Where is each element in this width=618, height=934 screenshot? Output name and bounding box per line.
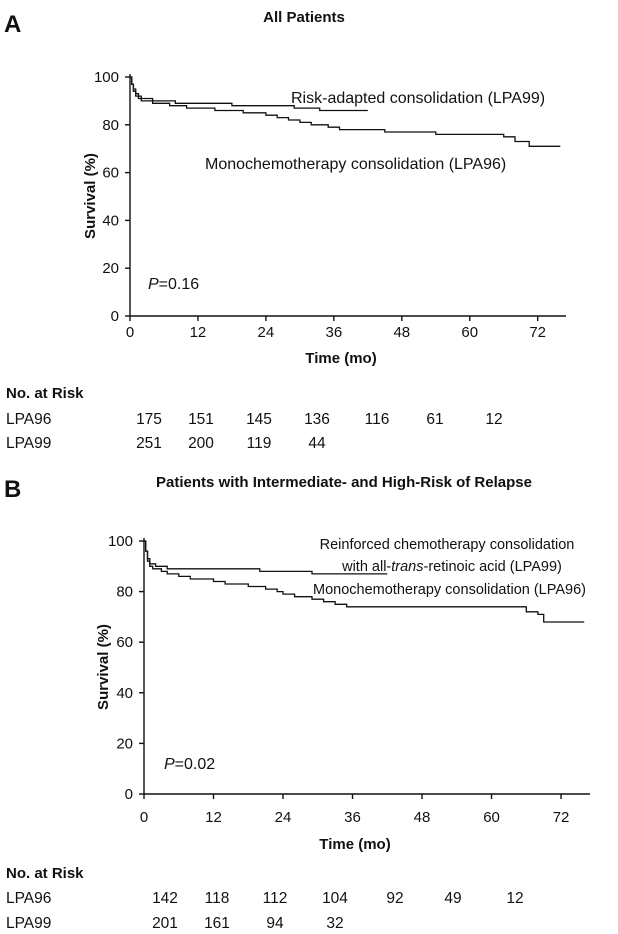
x-tick-label: 36 [344,809,361,826]
x-tick-label: 60 [483,809,500,826]
risk-value: 12 [485,411,502,428]
panel-b-risk-table: LPA96 142 118 112 104 92 49 12 LPA99 201 161 94 32 [6,890,524,932]
x-tick-label: 12 [205,809,222,826]
risk-row-label: LPA99 [6,435,51,452]
panel-b-risk-title: No. at Risk [6,865,84,882]
panel-b-letter: B [4,476,21,503]
risk-value: 94 [266,915,284,932]
y-tick-label: 20 [116,735,133,752]
panel-a-curve-lpa96 [130,76,561,147]
y-tick-label: 40 [116,685,133,702]
panel-a-tick-marks [125,76,539,321]
x-tick-label: 24 [275,809,292,826]
panel-b-label-lpa96: Monochemotherapy consolidation (LPA96) [313,582,586,598]
panel-b: B Patients with Intermediate- and High-R… [4,474,590,932]
risk-value: 201 [152,915,178,932]
panel-b-p-value: P=0.02 [164,756,215,773]
panel-a-y-axis-title: Survival (%) [82,153,99,239]
y-tick-label: 40 [102,212,119,229]
panel-b-title: Patients with Intermediate- and High-Ris… [156,474,532,491]
panel-a-risk-title: No. at Risk [6,385,84,402]
panel-a-label-lpa96: Monochemotherapy consolidation (LPA96) [205,156,506,173]
risk-value: 145 [246,411,272,428]
panel-b-x-tick-labels: 0 12 24 36 48 60 72 [140,809,570,826]
panel-a-label-lpa99: Risk-adapted consolidation (LPA99) [291,90,545,107]
y-tick-label: 20 [102,260,119,277]
panel-a-x-tick-labels: 0 12 24 36 48 60 72 [126,324,546,341]
x-tick-label: 72 [553,809,570,826]
y-tick-label: 0 [111,308,119,325]
panel-a-risk-table: LPA96 175 151 145 136 116 61 12 LPA99 251 200 119 44 [6,411,503,452]
panel-a-title: All Patients [263,9,345,26]
x-tick-label: 0 [126,324,134,341]
risk-value: 44 [308,435,326,452]
x-tick-label: 0 [140,809,148,826]
panel-b-p-number: =0.02 [175,756,216,773]
x-tick-label: 48 [414,809,431,826]
panel-b-curve-lpa96 [144,540,585,623]
risk-value: 119 [247,435,272,452]
panel-a-p-symbol: P [148,276,159,293]
y-tick-label: 60 [102,165,119,182]
risk-value: 32 [326,915,343,932]
y-tick-label: 0 [125,786,133,803]
panel-b-label-lpa99-line2: with all-trans-retinoic acid (LPA99) [341,559,562,575]
panel-b-label-lpa99-line1: Reinforced chemotherapy consolidation [320,537,575,553]
panel-a-letter: A [4,11,21,38]
panel-b-label-lpa99-post: -retinoic acid (LPA99) [424,559,562,575]
risk-row-label: LPA99 [6,915,51,932]
panel-b-label-lpa99-trans: trans [391,559,423,575]
y-tick-label: 80 [116,584,133,601]
risk-value: 61 [426,411,443,428]
panel-b-label-lpa99-pre: with all- [341,559,391,575]
panel-a-p-value: P=0.16 [148,276,199,293]
x-tick-label: 12 [190,324,207,341]
x-tick-label: 24 [258,324,275,341]
risk-value: 92 [386,890,403,907]
risk-value: 12 [506,890,523,907]
panel-b-p-symbol: P [164,756,175,773]
risk-value: 118 [205,890,230,907]
panel-b-y-tick-labels: 0 20 40 60 80 100 [108,533,133,803]
panel-a: A All Patients 0 20 40 60 80 100 0 12 24 36 48 60 7… [4,9,566,452]
panel-b-y-axis-title: Survival (%) [95,624,112,710]
panel-b-tick-marks [139,540,562,799]
panel-a-x-axis-title: Time (mo) [305,350,376,367]
x-tick-label: 48 [393,324,410,341]
risk-value: 161 [204,915,230,932]
panel-a-p-number: =0.16 [159,276,200,293]
risk-value: 49 [444,890,461,907]
x-tick-label: 36 [326,324,343,341]
risk-value: 104 [322,890,348,907]
risk-value: 175 [136,411,162,428]
risk-value: 251 [136,435,162,452]
risk-row-label: LPA96 [6,411,51,428]
risk-value: 151 [188,411,214,428]
y-tick-label: 100 [94,69,119,86]
x-tick-label: 72 [529,324,546,341]
risk-value: 136 [304,411,330,428]
risk-value: 116 [365,411,390,428]
risk-value: 112 [263,890,288,907]
panel-a-y-tick-labels: 0 20 40 60 80 100 [94,69,119,325]
panel-b-x-axis-title: Time (mo) [319,836,390,853]
x-tick-label: 60 [461,324,478,341]
y-tick-label: 80 [102,117,119,134]
y-tick-label: 100 [108,533,133,550]
risk-value: 142 [152,890,178,907]
risk-row-label: LPA96 [6,890,51,907]
y-tick-label: 60 [116,634,133,651]
risk-value: 200 [188,435,214,452]
